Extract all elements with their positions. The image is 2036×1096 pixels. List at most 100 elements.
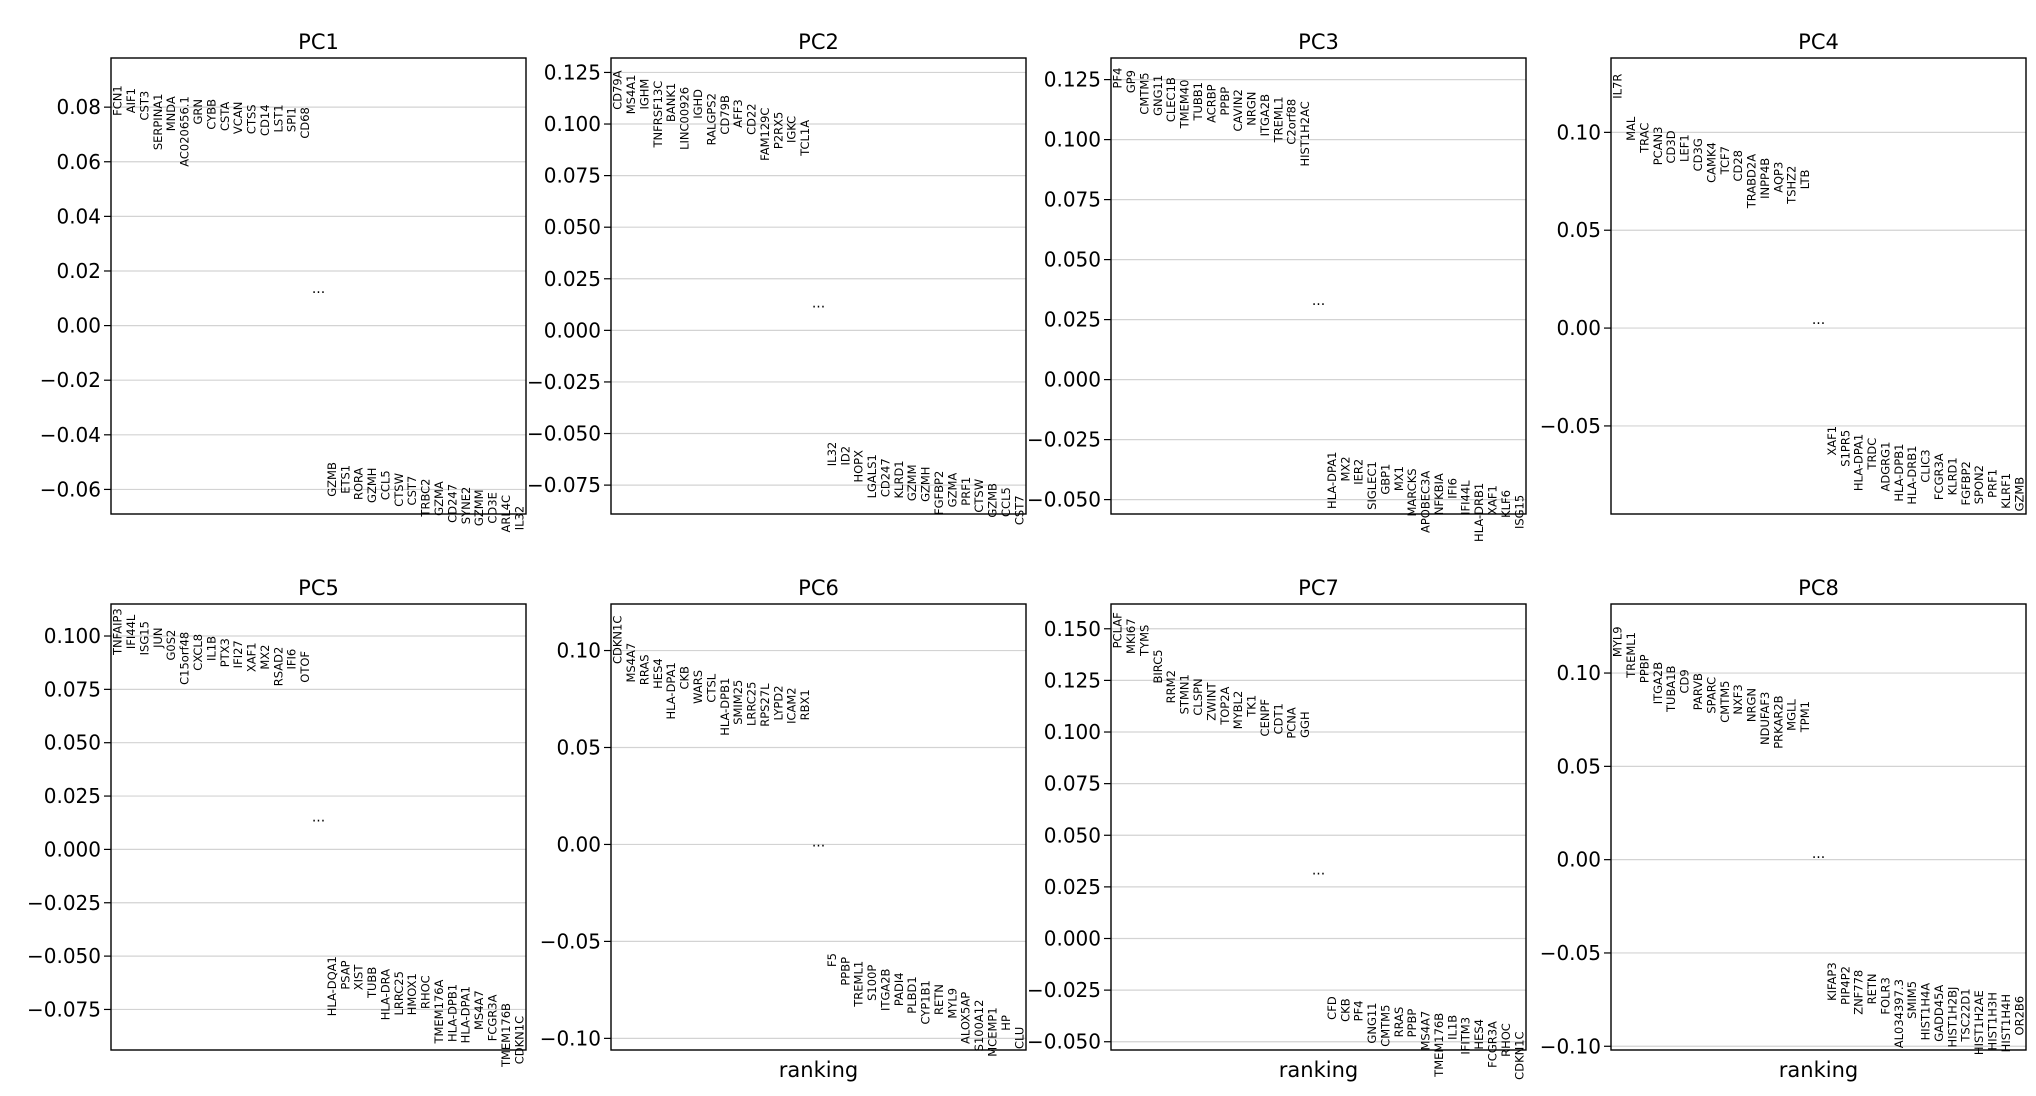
- y-tick-label: 0.05: [1556, 754, 1601, 778]
- panel-pc6: 0.10 0.05 0.00 −0.05 −0.10 PC6 ranking CDKN1C MS…: [540, 576, 1027, 1082]
- gene-label: GZMM: [472, 489, 486, 526]
- gene-label: IL32: [825, 442, 839, 466]
- gene-label: PPBP: [1218, 87, 1232, 116]
- plot-frame: [1610, 603, 2027, 1051]
- gene-label: MS4A7: [624, 643, 638, 683]
- y-tick-label: −0.075: [527, 473, 601, 497]
- y-tick-label: −0.050: [1027, 488, 1101, 512]
- gene-label: PCNA: [1285, 707, 1299, 739]
- gene-label: GZMH: [919, 467, 933, 502]
- gene-label: NDUFAF3: [1758, 692, 1772, 745]
- y-tick-label: 0.000: [44, 837, 101, 861]
- plot-frame: [110, 603, 527, 1051]
- y-tick-label: 0.100: [544, 112, 601, 136]
- gene-label: IFI44L: [1459, 480, 1473, 515]
- gene-label: RETN: [1865, 973, 1879, 1004]
- gene-label: ACRBP: [1204, 84, 1218, 123]
- y-tick-label: −0.025: [27, 891, 101, 915]
- gene-label: FCN1: [111, 85, 125, 116]
- ellipsis-marker: ...: [1312, 862, 1325, 878]
- gene-label: PLBD1: [905, 976, 919, 1013]
- gene-label: MARCKS: [1405, 468, 1419, 516]
- gene-label: PCAN3: [1651, 126, 1665, 165]
- gene-label: C15orf48: [178, 632, 192, 685]
- gene-label: SYNE2: [459, 487, 473, 525]
- gene-label: CTSL: [704, 673, 718, 702]
- gene-label: TRDC: [1865, 438, 1879, 471]
- gene-label: CMTM5: [1137, 72, 1151, 114]
- gene-label: GP9: [1124, 70, 1138, 93]
- gene-label: NFKBIA: [1432, 473, 1446, 515]
- gene-label: PF4: [1352, 1000, 1366, 1021]
- gene-label: CD3E: [486, 492, 500, 523]
- y-tick-label: 0.075: [1044, 772, 1101, 796]
- gene-label: HIST1H2BJ: [1945, 987, 1959, 1048]
- ellipsis-marker: ...: [812, 296, 825, 312]
- panel-pc8: 0.10 0.05 0.00 −0.05 −0.10 PC8 ranking MYL9 TREM…: [1540, 576, 2027, 1082]
- gene-label: TSHZ2: [1785, 166, 1799, 205]
- gene-label: FCGR3A: [1932, 453, 1946, 500]
- y-tick-label: 0.050: [1044, 248, 1101, 272]
- gene-label: HLA-DPB1: [718, 678, 732, 736]
- y-tick-label: −0.04: [40, 423, 101, 447]
- gene-label: GZMH: [365, 468, 379, 503]
- gene-label: HMOX1: [405, 973, 419, 1015]
- gene-label: GZMB: [325, 462, 339, 497]
- y-tick-label: −0.050: [27, 944, 101, 968]
- gene-label: TREML1: [1271, 96, 1285, 143]
- gene-label: TMEM40: [1178, 80, 1192, 130]
- gene-label: TMEM176B: [499, 1003, 513, 1068]
- gene-label: FCGR3A: [1486, 1021, 1500, 1068]
- y-tick-label: 0.025: [1044, 308, 1101, 332]
- gene-label: CSTA: [218, 102, 232, 131]
- gene-label: ALOX5AP: [959, 992, 973, 1044]
- gene-label: CLEC1B: [1164, 77, 1178, 122]
- panel-title: PC3: [1298, 30, 1339, 54]
- gene-label: IL32: [512, 506, 526, 530]
- y-tick-label: 0.150: [1044, 617, 1101, 641]
- gene-label: TCL1A: [798, 120, 812, 157]
- gene-label: CTSS: [245, 104, 259, 134]
- gene-label: CST7: [1012, 495, 1026, 525]
- gene-label: CD247: [445, 484, 459, 523]
- y-tick-label: 0.08: [56, 95, 101, 119]
- gene-label: HES4: [651, 658, 665, 689]
- gene-label: PCLAF: [1111, 612, 1125, 648]
- gene-label: IGHM: [637, 79, 651, 110]
- gene-label: KLF6: [1499, 490, 1513, 518]
- gene-label: TYMS: [1137, 625, 1151, 657]
- gene-label: MYBL2: [1231, 691, 1245, 730]
- gene-label: RRAS: [637, 654, 651, 685]
- y-tick-label: 0.04: [56, 204, 101, 228]
- y-tick-label: −0.02: [40, 368, 101, 392]
- gene-label: CXCL8: [191, 634, 205, 671]
- gene-label: ADGRG1: [1878, 442, 1892, 492]
- y-tick-label: 0.125: [1044, 68, 1101, 92]
- y-tick-label: 0.025: [1044, 875, 1101, 899]
- gene-label: CAVIN2: [1231, 89, 1245, 131]
- gene-label: PRF1: [959, 477, 973, 506]
- y-tick-label: −0.05: [1540, 414, 1601, 438]
- gene-label: CKB: [1338, 998, 1352, 1022]
- panel-pc7: 0.150 0.125 0.100 0.075 0.050 0.025 0.000 −0.02…: [1027, 576, 1527, 1082]
- gene-label: KLRD1: [1945, 457, 1959, 495]
- gene-label: TRABD2A: [1745, 154, 1759, 209]
- gene-label: HLA-DPB1: [1892, 444, 1906, 502]
- gene-label: ICAM2: [785, 687, 799, 724]
- gene-label: CST7: [405, 476, 419, 506]
- gene-label: MKI67: [1124, 618, 1138, 654]
- gene-label: XAF1: [245, 642, 259, 672]
- gene-label: TMEM176B: [1432, 1013, 1446, 1078]
- gene-label: HOPX: [852, 450, 866, 483]
- y-tick-label: 0.000: [544, 318, 601, 342]
- x-axis-label: ranking: [779, 1058, 858, 1082]
- y-tick-label: 0.00: [1556, 316, 1601, 340]
- gene-label: S100P: [865, 965, 879, 1001]
- panel-pc3: 0.125 0.100 0.075 0.050 0.025 0.000 −0.025 −0.0…: [1027, 30, 1527, 542]
- gene-label: CENPF: [1258, 699, 1272, 736]
- panel-pc4: 0.10 0.05 0.00 −0.05 PC4 IL7R MAL TRAC PCAN3 CD3D…: [1540, 30, 2027, 515]
- gene-label: CD22: [745, 103, 759, 135]
- y-tick-label: 0.100: [1044, 720, 1101, 744]
- gene-label: CTSW: [392, 473, 406, 507]
- gene-label: CDT1: [1271, 703, 1285, 734]
